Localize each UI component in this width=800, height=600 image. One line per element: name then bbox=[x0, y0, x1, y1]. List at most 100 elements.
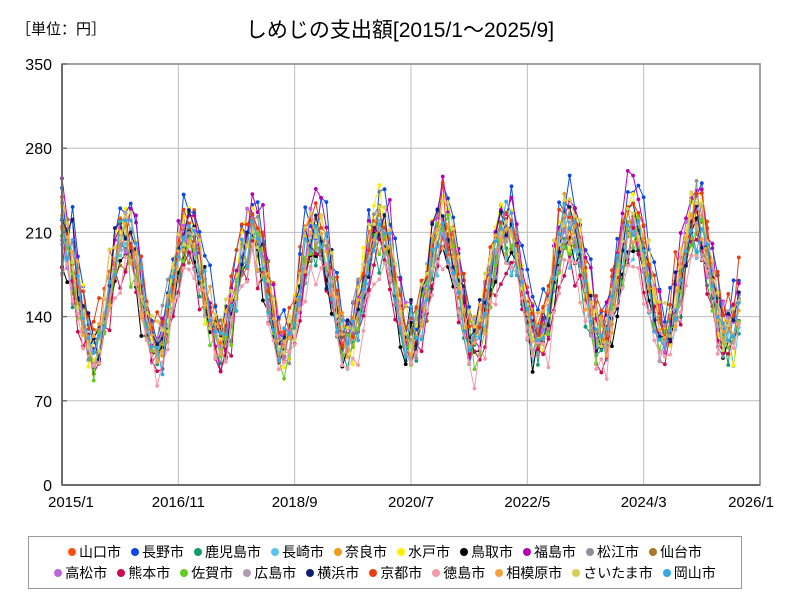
legend-marker-icon bbox=[334, 547, 342, 556]
data-point bbox=[118, 263, 123, 268]
data-point bbox=[710, 241, 715, 246]
data-point bbox=[155, 360, 160, 364]
data-point bbox=[366, 218, 371, 223]
data-point bbox=[160, 303, 165, 308]
data-point bbox=[149, 332, 154, 337]
legend-item-横浜市[interactable]: 横浜市 bbox=[306, 566, 359, 580]
data-point bbox=[419, 278, 424, 283]
data-point bbox=[123, 270, 128, 274]
data-point bbox=[583, 265, 588, 270]
data-point bbox=[282, 360, 286, 365]
data-point bbox=[625, 220, 630, 225]
data-point bbox=[398, 293, 403, 297]
data-point bbox=[213, 356, 218, 361]
data-point bbox=[546, 284, 551, 288]
data-point bbox=[366, 222, 371, 227]
data-point bbox=[414, 336, 419, 340]
data-point bbox=[536, 353, 540, 357]
legend-item-福島市[interactable]: 福島市 bbox=[523, 545, 576, 559]
legend-item-京都市[interactable]: 京都市 bbox=[369, 566, 422, 580]
data-point bbox=[446, 212, 450, 217]
data-point bbox=[662, 300, 667, 305]
data-point bbox=[287, 314, 292, 319]
data-point bbox=[488, 299, 493, 304]
data-point bbox=[631, 173, 635, 178]
legend-item-鳥取市[interactable]: 鳥取市 bbox=[460, 545, 513, 559]
data-point bbox=[97, 296, 101, 300]
data-point bbox=[387, 231, 392, 236]
data-point bbox=[224, 309, 228, 314]
data-point bbox=[668, 352, 673, 357]
legend-item-松江市[interactable]: 松江市 bbox=[586, 545, 639, 559]
data-point bbox=[731, 313, 736, 317]
data-point bbox=[128, 210, 133, 215]
legend-item-佐賀市[interactable]: 佐賀市 bbox=[180, 566, 233, 580]
data-point bbox=[414, 320, 419, 325]
data-point bbox=[329, 311, 334, 316]
data-point bbox=[308, 206, 313, 211]
legend-item-鹿児島市[interactable]: 鹿児島市 bbox=[194, 545, 261, 559]
data-point bbox=[350, 345, 355, 349]
data-point bbox=[377, 218, 382, 223]
data-point bbox=[398, 277, 403, 282]
data-point bbox=[520, 296, 524, 301]
legend-item-高松市[interactable]: 高松市 bbox=[54, 566, 107, 580]
data-point bbox=[239, 237, 244, 242]
data-point bbox=[155, 310, 160, 315]
legend-item-岡山市[interactable]: 岡山市 bbox=[662, 566, 716, 580]
data-point bbox=[567, 215, 572, 220]
data-point bbox=[308, 230, 313, 234]
legend-item-広島市[interactable]: 広島市 bbox=[243, 566, 296, 580]
data-point bbox=[282, 351, 286, 356]
data-point bbox=[266, 259, 271, 264]
legend-item-さいたま市[interactable]: さいたま市 bbox=[572, 566, 653, 580]
legend-item-奈良市[interactable]: 奈良市 bbox=[334, 545, 387, 559]
data-point bbox=[699, 187, 704, 192]
data-point bbox=[504, 261, 509, 266]
data-point bbox=[498, 238, 503, 242]
data-point bbox=[382, 253, 387, 258]
legend-item-仙台市[interactable]: 仙台市 bbox=[649, 545, 702, 559]
data-point bbox=[372, 238, 376, 242]
data-point bbox=[255, 200, 260, 205]
data-point bbox=[128, 206, 133, 211]
legend-item-長崎市[interactable]: 長崎市 bbox=[271, 545, 324, 559]
data-point bbox=[356, 338, 361, 343]
data-point bbox=[424, 271, 429, 276]
data-point bbox=[625, 263, 630, 268]
data-point bbox=[181, 248, 186, 252]
data-point bbox=[70, 205, 75, 209]
legend-item-長野市[interactable]: 長野市 bbox=[131, 545, 184, 559]
data-point bbox=[282, 339, 286, 344]
legend-item-山口市[interactable]: 山口市 bbox=[68, 545, 121, 559]
data-point bbox=[726, 312, 731, 316]
legend-item-熊本市[interactable]: 熊本市 bbox=[117, 566, 170, 580]
data-point bbox=[456, 255, 461, 259]
data-point bbox=[229, 274, 234, 279]
y-axis-tick-label: 0 bbox=[43, 478, 52, 495]
data-point bbox=[229, 343, 234, 348]
data-point bbox=[620, 286, 625, 291]
legend-marker-icon bbox=[495, 568, 504, 577]
data-point bbox=[588, 333, 593, 338]
data-point bbox=[75, 311, 80, 316]
data-point bbox=[657, 311, 662, 316]
data-point bbox=[678, 310, 683, 315]
data-point bbox=[91, 350, 96, 355]
data-point bbox=[520, 280, 524, 284]
data-point bbox=[657, 300, 662, 304]
data-point bbox=[393, 297, 398, 302]
data-point bbox=[636, 252, 641, 257]
data-point bbox=[155, 369, 160, 374]
data-point bbox=[234, 309, 239, 313]
data-point bbox=[181, 259, 186, 263]
data-point bbox=[557, 232, 561, 236]
legend-label: 横浜市 bbox=[317, 564, 360, 581]
data-point bbox=[261, 266, 265, 271]
legend-item-相模原市[interactable]: 相模原市 bbox=[495, 566, 562, 580]
series-さいたま市 bbox=[60, 190, 741, 363]
legend-item-徳島市[interactable]: 徳島市 bbox=[432, 566, 485, 580]
legend-item-水戸市[interactable]: 水戸市 bbox=[397, 545, 450, 559]
data-point bbox=[86, 327, 91, 332]
data-point bbox=[160, 348, 165, 353]
